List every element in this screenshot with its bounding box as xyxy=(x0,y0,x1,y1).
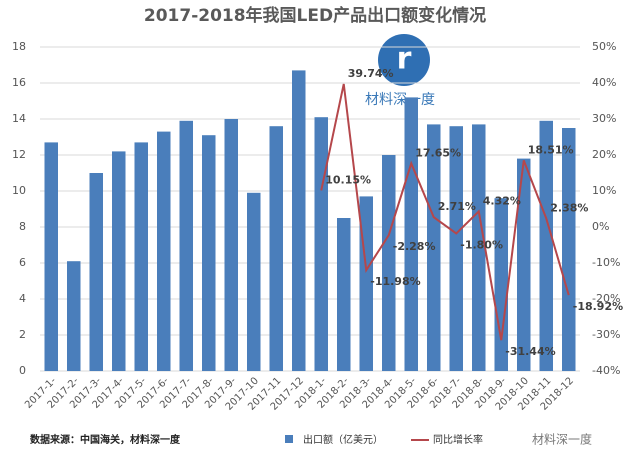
data-label: -1.80% xyxy=(460,238,503,251)
y2-tick-label: 50% xyxy=(592,40,616,53)
y-tick-label: 12 xyxy=(12,148,26,161)
legend-label: 同比增长率 xyxy=(433,433,483,446)
bar xyxy=(427,124,441,372)
y2-tick-label: -30% xyxy=(592,328,620,341)
data-label: 39.74% xyxy=(348,67,394,80)
bar xyxy=(44,142,58,371)
bar xyxy=(269,126,283,371)
bar xyxy=(89,173,103,371)
y2-tick-label: -10% xyxy=(592,256,620,269)
data-label: 10.15% xyxy=(325,173,371,186)
data-label: 2.38% xyxy=(550,201,588,214)
y-tick-label: 6 xyxy=(19,256,26,269)
bar xyxy=(292,70,306,372)
source: 数据来源：中国海关，材料深一度 xyxy=(30,433,181,446)
bar xyxy=(472,124,486,372)
data-label: -18.92% xyxy=(573,300,623,313)
y2-tick-label: 30% xyxy=(592,112,616,125)
y-tick-label: 10 xyxy=(12,184,26,197)
y2-tick-label: 0% xyxy=(592,220,609,233)
y2-tick-label: 10% xyxy=(592,184,616,197)
bar xyxy=(404,97,418,372)
bar xyxy=(247,192,261,371)
bar xyxy=(382,155,396,371)
y-tick-label: 0 xyxy=(19,364,26,377)
bar xyxy=(67,261,81,371)
data-label: 18.51% xyxy=(528,143,574,156)
bar xyxy=(539,120,553,371)
logo-letter: r xyxy=(397,42,412,77)
line xyxy=(320,83,570,341)
y2-tick-label: 40% xyxy=(592,76,616,89)
bar xyxy=(337,218,351,371)
bar xyxy=(517,158,531,371)
bar xyxy=(494,198,508,371)
brand: 材料深一度 xyxy=(532,432,592,447)
data-label: 2.71% xyxy=(438,200,476,213)
y-tick-label: 14 xyxy=(12,112,26,125)
y-tick-label: 2 xyxy=(19,328,26,341)
data-label: 17.65% xyxy=(415,146,461,159)
bar xyxy=(202,135,216,371)
y-tick-label: 16 xyxy=(12,76,26,89)
bar xyxy=(157,131,171,371)
legend-label: 出口额（亿美元） xyxy=(303,433,383,446)
data-label: -2.28% xyxy=(393,240,436,253)
bar xyxy=(179,120,193,371)
legend-swatch xyxy=(285,435,293,443)
bar xyxy=(314,117,328,371)
y-tick-label: 4 xyxy=(19,292,26,305)
chart-title: 2017-2018年我国LED产品出口额变化情况 xyxy=(144,5,486,26)
data-label: -31.44% xyxy=(505,345,555,358)
bar xyxy=(112,151,126,371)
data-label: 4.32% xyxy=(483,194,521,207)
y2-tick-label: 20% xyxy=(592,148,616,161)
data-label: -11.98% xyxy=(370,275,420,288)
bar xyxy=(134,142,148,371)
bar xyxy=(224,119,238,371)
y-tick-label: 8 xyxy=(19,220,26,233)
bar xyxy=(562,128,576,371)
watermark: 材料深一度 xyxy=(365,92,435,108)
y2-tick-label: -40% xyxy=(592,364,620,377)
bar xyxy=(449,126,463,371)
y2-tick-label: -20% xyxy=(592,292,620,305)
y-tick-label: 18 xyxy=(12,40,26,53)
